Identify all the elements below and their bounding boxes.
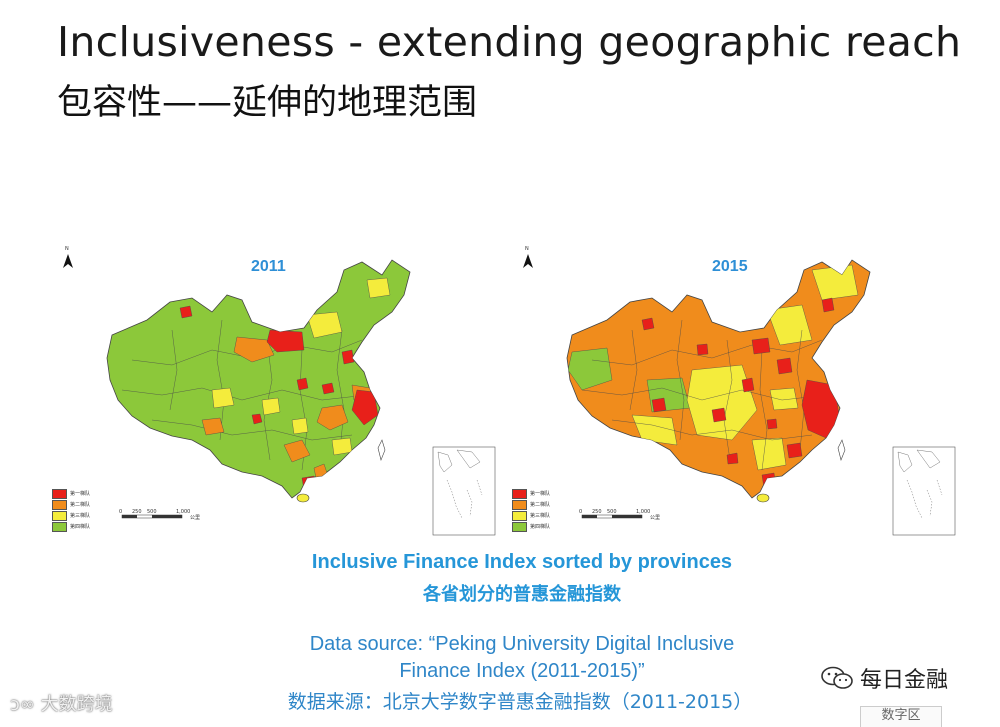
legend-swatch-tier3 xyxy=(52,510,67,521)
taiwan-2015 xyxy=(837,439,846,461)
year-label-2011: 2011 xyxy=(251,258,286,275)
legend-label-tier3: 第三梯队 xyxy=(70,513,91,519)
legend-swatch-tier4 xyxy=(512,521,527,532)
legend-item-tier3: 第三梯队 xyxy=(52,510,90,521)
legend-item-tier4: 第四梯队 xyxy=(512,521,550,532)
slide-title-english: Inclusiveness - extending geographic rea… xyxy=(57,18,962,66)
corner-tab: 数字区 xyxy=(860,706,942,727)
legend-label-tier4: 第四梯队 xyxy=(530,524,551,530)
svg-text:1,000: 1,000 xyxy=(176,509,190,515)
china-map-2015: N 0 250 500 1,000 公里 xyxy=(523,246,956,536)
legend-label-tier3: 第三梯队 xyxy=(530,513,551,519)
caption-chinese: 各省划分的普惠金融指数 xyxy=(423,584,621,605)
legend-swatch-tier4 xyxy=(52,521,67,532)
map-legend-2015: 第一梯队 第二梯队 第三梯队 第四梯队 xyxy=(512,488,550,532)
north-label-2011: N xyxy=(65,246,69,252)
north-label-2015: N xyxy=(525,246,529,252)
year-label-2015: 2015 xyxy=(712,258,748,275)
wechat-account-name: 每日金融 xyxy=(860,668,949,693)
legend-swatch-tier2 xyxy=(52,499,67,510)
taiwan-2011 xyxy=(377,439,386,461)
svg-text:公里: 公里 xyxy=(650,515,660,521)
slide-title-chinese: 包容性——延伸的地理范围 xyxy=(57,83,478,123)
data-source-line2: Finance Index (2011-2015)” xyxy=(399,660,645,682)
wechat-icon xyxy=(821,666,853,689)
hainan-island-2015 xyxy=(756,493,770,503)
svg-text:1,000: 1,000 xyxy=(636,509,650,515)
legend-label-tier2: 第二梯队 xyxy=(70,502,91,508)
caption-english: Inclusive Finance Index sorted by provin… xyxy=(311,551,733,573)
svg-text:500: 500 xyxy=(607,509,617,515)
legend-swatch-tier3 xyxy=(512,510,527,521)
hainan-island-2011 xyxy=(296,493,310,503)
map-2015: N 0 250 500 1,000 公里 2015 第一梯队 第二梯队 第三梯队… xyxy=(512,240,962,540)
svg-text:500: 500 xyxy=(147,509,157,515)
legend-swatch-tier1 xyxy=(52,488,67,499)
legend-swatch-tier2 xyxy=(512,499,527,510)
svg-text:250: 250 xyxy=(132,509,142,515)
wechat-account-badge: 每日金融 xyxy=(820,662,948,694)
scale-bar-2015: 0 250 500 1,000 公里 xyxy=(579,509,660,521)
china-map-2011: N 0 250 500 1,000 公里 xyxy=(63,246,496,536)
north-arrow-icon-2011: N xyxy=(63,246,73,268)
legend-item-tier1: 第一梯队 xyxy=(512,488,550,499)
legend-swatch-tier1 xyxy=(512,488,527,499)
south-china-sea-inset-2011 xyxy=(432,446,496,536)
svg-text:公里: 公里 xyxy=(190,515,200,521)
svg-text:0: 0 xyxy=(119,509,122,515)
north-arrow-icon-2015: N xyxy=(523,246,533,268)
legend-item-tier2: 第二梯队 xyxy=(52,499,90,510)
legend-label-tier2: 第二梯队 xyxy=(530,502,551,508)
legend-item-tier1: 第一梯队 xyxy=(52,488,90,499)
china-base-2011 xyxy=(106,259,411,499)
scale-bar-2011: 0 250 500 1,000 公里 xyxy=(119,509,200,521)
map-2011: N 0 250 500 1,000 公里 2011 第一梯队 第二梯队 第三梯队… xyxy=(52,240,502,540)
data-source-line3-chinese: 数据来源：北京大学数字普惠金融指数（2011-2015） xyxy=(287,691,753,713)
watermark-left-text: 大数跨境 xyxy=(40,694,113,715)
svg-text:0: 0 xyxy=(579,509,582,515)
legend-item-tier3: 第三梯队 xyxy=(512,510,550,521)
svg-text:250: 250 xyxy=(592,509,602,515)
legend-item-tier4: 第四梯队 xyxy=(52,521,90,532)
legend-item-tier2: 第二梯队 xyxy=(512,499,550,510)
legend-label-tier4: 第四梯队 xyxy=(70,524,91,530)
south-china-sea-inset-2015 xyxy=(892,446,956,536)
watermark-left: ↄ∞ 大数跨境 xyxy=(10,690,113,716)
legend-label-tier1: 第一梯队 xyxy=(530,491,551,497)
watermark-logo-icon: ↄ∞ xyxy=(10,694,41,715)
map-legend-2011: 第一梯队 第二梯队 第三梯队 第四梯队 xyxy=(52,488,90,532)
legend-label-tier1: 第一梯队 xyxy=(70,491,91,497)
data-source-line1: Data source: “Peking University Digital … xyxy=(309,633,735,655)
